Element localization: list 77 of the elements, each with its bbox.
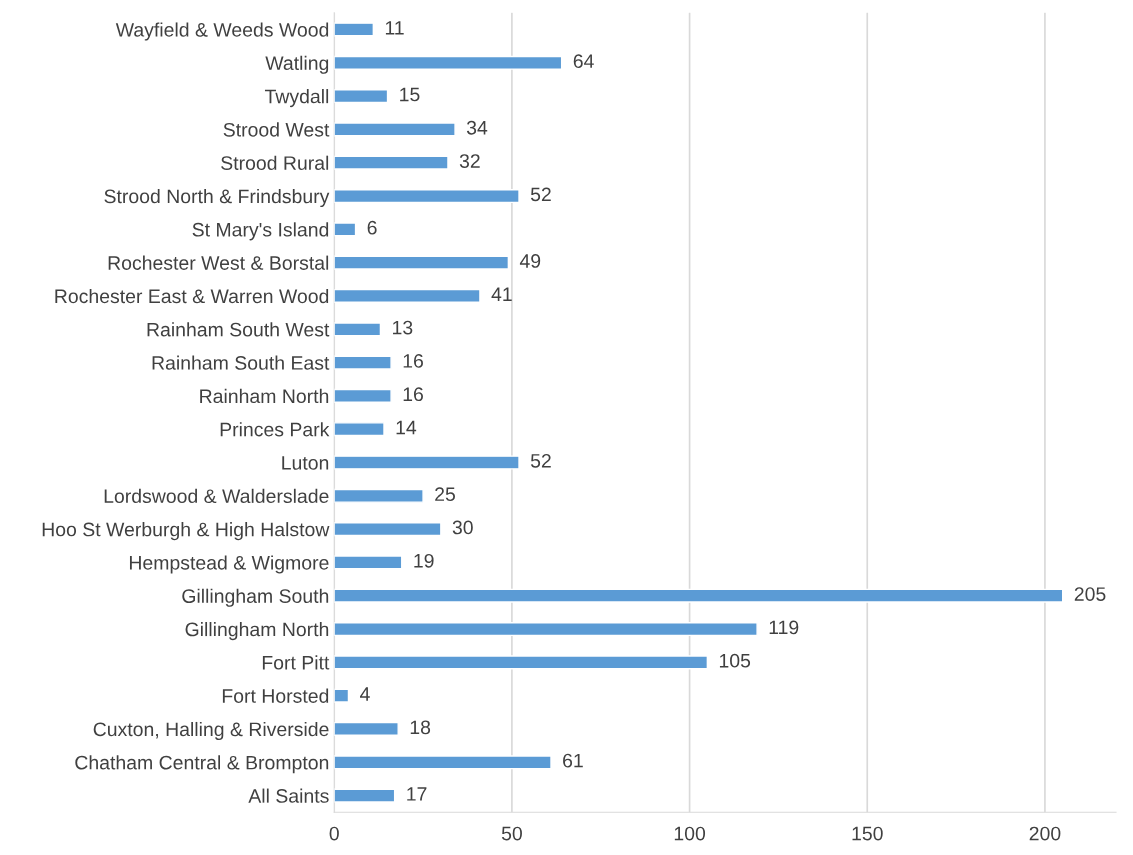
bar: [334, 89, 389, 104]
y-tick-label: Hoo St Werburgh & High Halstow: [42, 522, 330, 541]
data-label: 205: [1074, 587, 1106, 601]
data-label: 17: [407, 787, 427, 801]
data-label: 13: [393, 320, 413, 335]
y-tick-label: Strood Rural: [221, 155, 329, 170]
data-label: 61: [563, 753, 583, 768]
bar: [334, 522, 442, 537]
bar: [334, 755, 552, 770]
data-label: 34: [466, 120, 488, 135]
y-tick-label: Gillingham South: [182, 588, 329, 607]
data-label: 41: [491, 287, 512, 301]
data-label: 14: [396, 420, 417, 435]
data-label: 16: [403, 387, 423, 402]
data-label: 105: [719, 653, 751, 668]
y-tick-label: St Mary's Island: [192, 222, 329, 241]
y-tick-label: Princes Park: [220, 422, 330, 437]
bar: [334, 655, 709, 670]
x-tick-label: 50: [501, 826, 522, 841]
bar: [334, 688, 350, 703]
y-tick-label: Rochester East & Warren Wood: [55, 288, 329, 304]
x-tick-label: 200: [1029, 826, 1061, 841]
y-tick-label: Fort Pitt: [262, 655, 330, 670]
data-label: 52: [530, 453, 551, 468]
data-label: 18: [410, 720, 431, 735]
data-label: 4: [360, 687, 370, 701]
bar: [334, 721, 399, 737]
bar: [334, 455, 520, 470]
bar: [334, 122, 456, 137]
x-tick-label: 100: [674, 826, 706, 841]
y-tick-label: Strood West: [223, 122, 330, 137]
data-label: 64: [573, 54, 594, 69]
bar: [334, 322, 382, 337]
data-label: 19: [414, 553, 434, 568]
bar: [334, 422, 385, 437]
bar: [334, 488, 424, 503]
data-label: 32: [459, 154, 480, 168]
y-tick-label: Watling: [265, 55, 329, 74]
data-label: 6: [367, 220, 377, 235]
bar: [334, 222, 357, 237]
bar: [334, 155, 449, 170]
bar: [334, 555, 403, 570]
y-tick-label: Rainham South West: [147, 322, 330, 337]
data-label: 16: [403, 354, 423, 368]
y-tick-label: Fort Horsted: [222, 688, 329, 703]
bar: [334, 355, 392, 370]
x-tick-label: 150: [852, 826, 883, 841]
bar: [334, 255, 510, 270]
y-tick-label: Wayfield & Weeds Wood: [115, 22, 329, 41]
y-tick-label: Strood North & Frindsbury: [104, 188, 330, 208]
y-tick-label: Twydall: [264, 89, 329, 108]
bar: [334, 55, 563, 70]
bar: [334, 622, 758, 637]
data-label: 119: [769, 620, 799, 635]
bar: [334, 22, 375, 37]
bar: [334, 788, 396, 803]
y-tick-label: Hempstead & Wigmore: [129, 555, 329, 574]
data-label: 11: [385, 21, 404, 35]
data-label: 52: [530, 187, 551, 202]
y-tick-label: Chatham Central & Brompton: [75, 755, 329, 774]
data-label: 15: [400, 87, 420, 102]
data-label: 30: [452, 520, 473, 535]
y-tick-label: Luton: [282, 456, 329, 470]
y-tick-label: Rochester West & Borstal: [108, 255, 329, 270]
y-tick-label: Rainham South East: [152, 355, 330, 370]
y-tick-label: Lordswood & Walderslade: [104, 488, 329, 504]
x-tick-label: 0: [329, 826, 339, 841]
y-tick-label: Rainham North: [200, 388, 329, 404]
bar: [334, 189, 520, 204]
data-label: 25: [435, 487, 455, 502]
y-tick-label: Cuxton, Halling & Riverside: [93, 721, 329, 741]
bar: [334, 588, 1064, 603]
bar: [334, 388, 392, 403]
data-label: 49: [519, 254, 541, 268]
bar: [334, 288, 481, 303]
y-tick-label: All Saints: [248, 788, 329, 803]
y-tick-label: Gillingham North: [185, 622, 329, 641]
